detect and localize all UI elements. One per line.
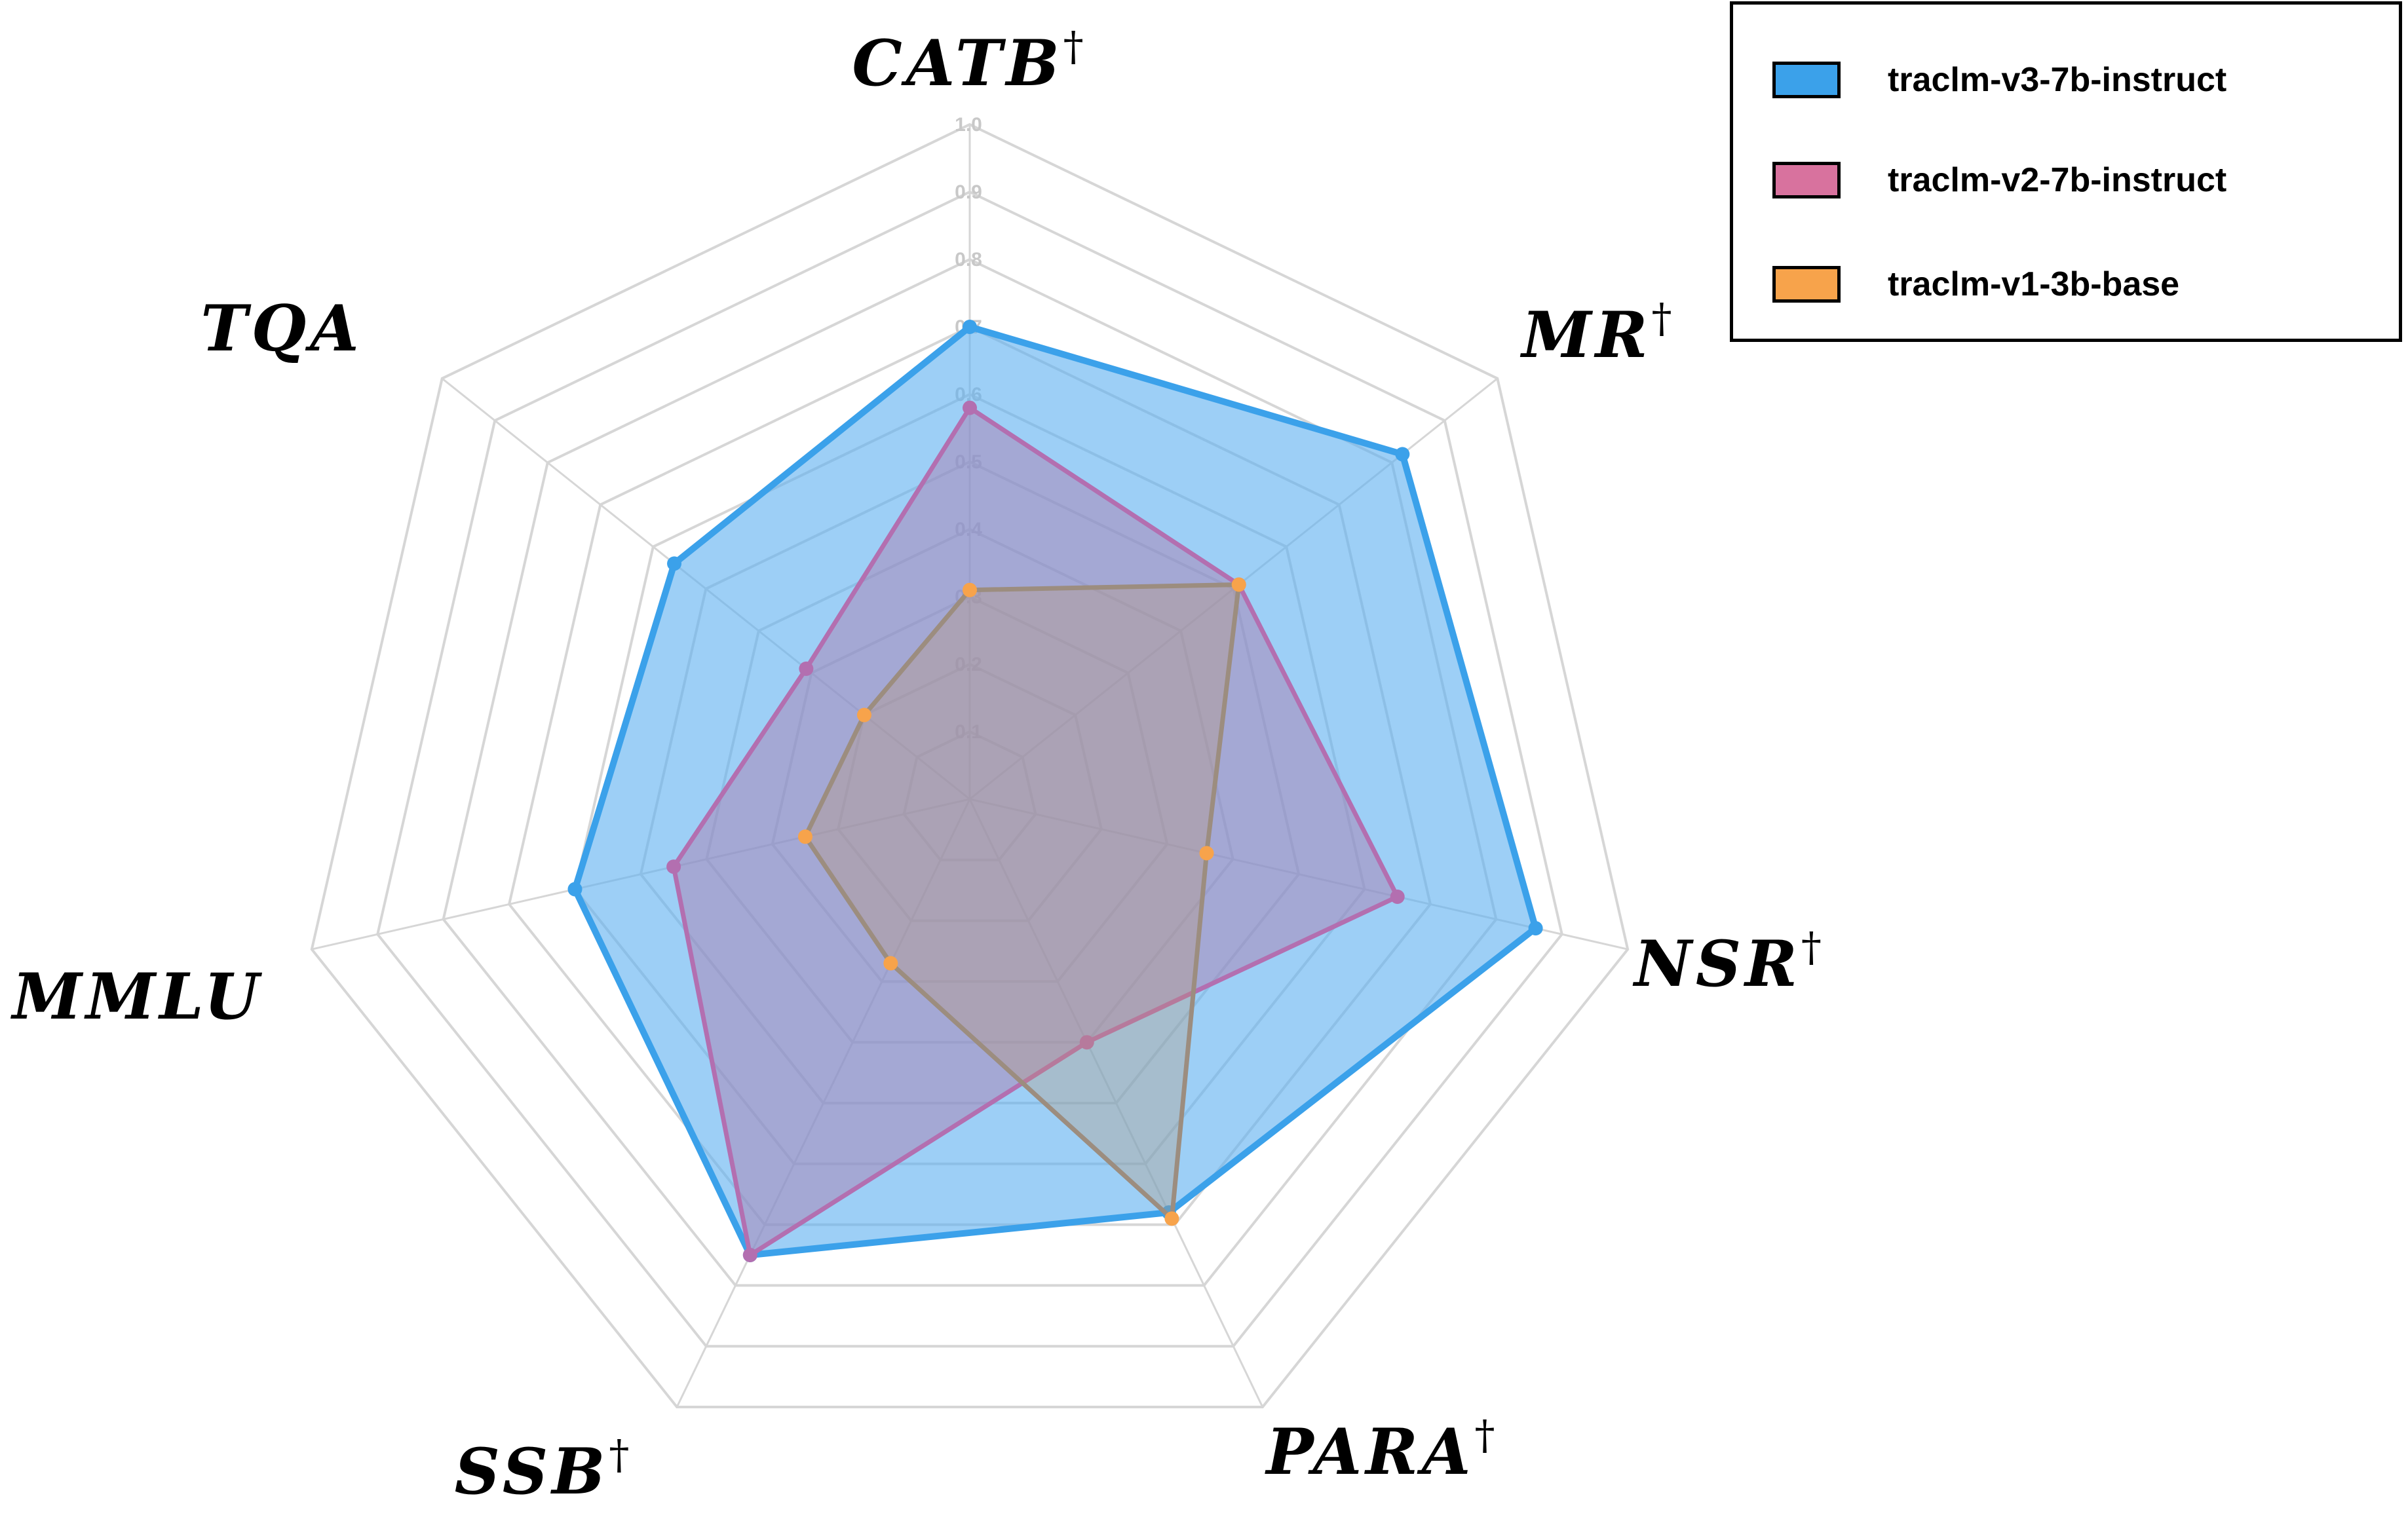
series-3: [797, 577, 1246, 1226]
data-point: [963, 582, 977, 597]
axis-label-nsr: NSR†: [1632, 923, 1825, 1001]
legend-swatch-series-1: [1772, 62, 1841, 98]
legend: traclm-v3-7b-instruct traclm-v2-7b-instr…: [1730, 1, 2402, 342]
data-point: [1199, 846, 1214, 861]
data-point: [963, 400, 977, 415]
legend-item-series-1: traclm-v3-7b-instruct: [1772, 57, 2226, 103]
series-area-1: [571, 324, 1539, 1258]
tick-label: 0.9: [955, 181, 982, 203]
data-point: [963, 320, 977, 334]
data-point: [1079, 1035, 1094, 1050]
legend-label-series-1: traclm-v3-7b-instruct: [1888, 61, 2227, 99]
data-point: [742, 1247, 757, 1262]
legend-item-series-3: traclm-v1-3b-base: [1772, 261, 2179, 307]
legend-label-series-3: traclm-v1-3b-base: [1888, 265, 2180, 303]
grid-ring: [376, 190, 1563, 1348]
series-area-3: [803, 582, 1242, 1221]
legend-label-series-2: traclm-v2-7b-instruct: [1888, 161, 2227, 199]
axis-label-para: PARA†: [1265, 1411, 1499, 1489]
legend-item-series-2: traclm-v2-7b-instruct: [1772, 157, 2226, 203]
data-point: [1390, 889, 1405, 904]
tick-label: 1.0: [955, 114, 982, 136]
axis-label-mmlu: MMLU: [10, 960, 263, 1034]
data-point: [1395, 447, 1410, 462]
data-point: [1164, 1211, 1179, 1226]
axis-labels: CATB† MR† NSR† PARA† SSB† MMLU TQA: [10, 22, 1825, 1509]
tick-label: 0.8: [955, 249, 982, 271]
data-point: [666, 859, 681, 874]
axis-label-tqa: TQA: [201, 291, 363, 366]
data-point: [856, 707, 871, 723]
legend-swatch-series-2: [1772, 162, 1841, 198]
axis-label-catb: CATB†: [852, 22, 1087, 100]
legend-swatch-series-3: [1772, 266, 1841, 303]
data-point: [1231, 577, 1246, 592]
data-point: [1528, 921, 1543, 936]
axis-label-ssb: SSB†: [455, 1431, 634, 1509]
data-point: [883, 956, 898, 971]
data-point: [667, 556, 682, 571]
data-point: [567, 882, 583, 897]
series-2: [666, 400, 1405, 1262]
data-point: [797, 829, 812, 844]
data-point: [799, 661, 814, 676]
grid-ring: [310, 122, 1630, 1408]
series-1: [567, 320, 1543, 1262]
radar-series: [567, 320, 1543, 1262]
axis-label-mr: MR†: [1519, 294, 1675, 372]
series-area-2: [671, 405, 1400, 1258]
